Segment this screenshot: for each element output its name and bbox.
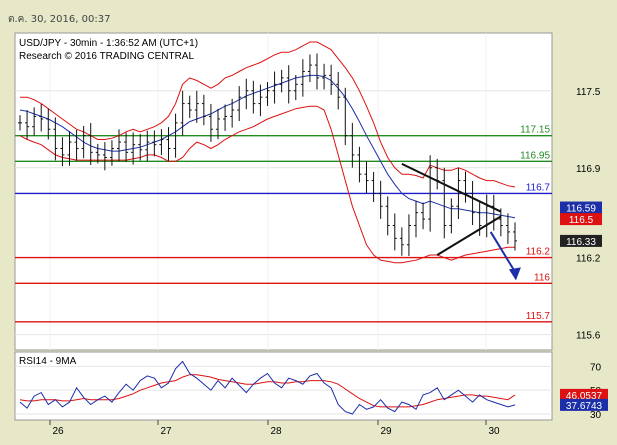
triangle-pattern [401,163,521,281]
price-badge-label: 116.5 [569,215,594,226]
forecast-arrow-line [489,231,517,274]
price-tick-label: 117.5 [576,87,601,98]
rsi-grid [15,365,552,415]
rsi-ma-line [19,374,516,408]
rsi-tick-label: 30 [590,410,602,421]
level-label: 116 [534,272,550,283]
time-tick-label: 29 [380,426,392,437]
price-bars [18,53,517,256]
price-badge-bg [560,234,602,247]
level-label: 116.95 [520,150,550,161]
rsi-badge-label: 37.6743 [566,401,603,412]
time-axis-ticks: 26 27 28 29 30 [49,420,500,437]
forecast-arrow-head [508,267,521,281]
chart-subtitle: Research © 2016 TRADING CENTRAL [19,51,194,62]
triangle-upper-line [401,163,502,213]
upper-band-line [20,41,516,188]
price-tick-label: 116.9 [576,164,601,175]
chart-title: USD/JPY - 30min - 1:36:52 AM (UTC+1) [19,38,198,49]
price-tick-label: 115.6 [576,331,601,342]
rsi-lines [19,360,516,415]
rsi-badge-bg [560,388,608,401]
price-axis-ticks: 117.5 116.9 116.2 115.6 [576,87,601,342]
level-label: 117.15 [520,125,550,136]
price-badge-bg [560,201,602,214]
timestamp-text: ต.ค. 30, 2016, 00:37 [8,14,111,25]
price-badge-label: 116.33 [566,237,596,248]
rsi-label: RSI14 - 9MA [19,356,77,367]
rsi-line [19,360,516,415]
time-tick-label: 30 [488,426,500,437]
rsi-badge-bg [560,398,608,411]
time-tick-label: 27 [160,426,172,437]
rsi-badge-label: 46.0537 [566,391,603,402]
level-label: 116.7 [526,182,551,193]
price-tick-label: 116.2 [576,254,601,265]
level-label: 116.2 [526,247,551,258]
time-tick-label: 28 [270,426,282,437]
bollinger-bands [19,41,516,264]
time-tick-label: 26 [52,426,64,437]
level-label: 115.7 [526,311,551,322]
rsi-tick-label: 70 [590,362,602,373]
price-badge-label: 116.59 [566,204,596,215]
price-panel [14,32,553,351]
triangle-lower-line [436,215,502,256]
lower-band-line [19,105,515,264]
price-badge-bg [560,213,602,226]
